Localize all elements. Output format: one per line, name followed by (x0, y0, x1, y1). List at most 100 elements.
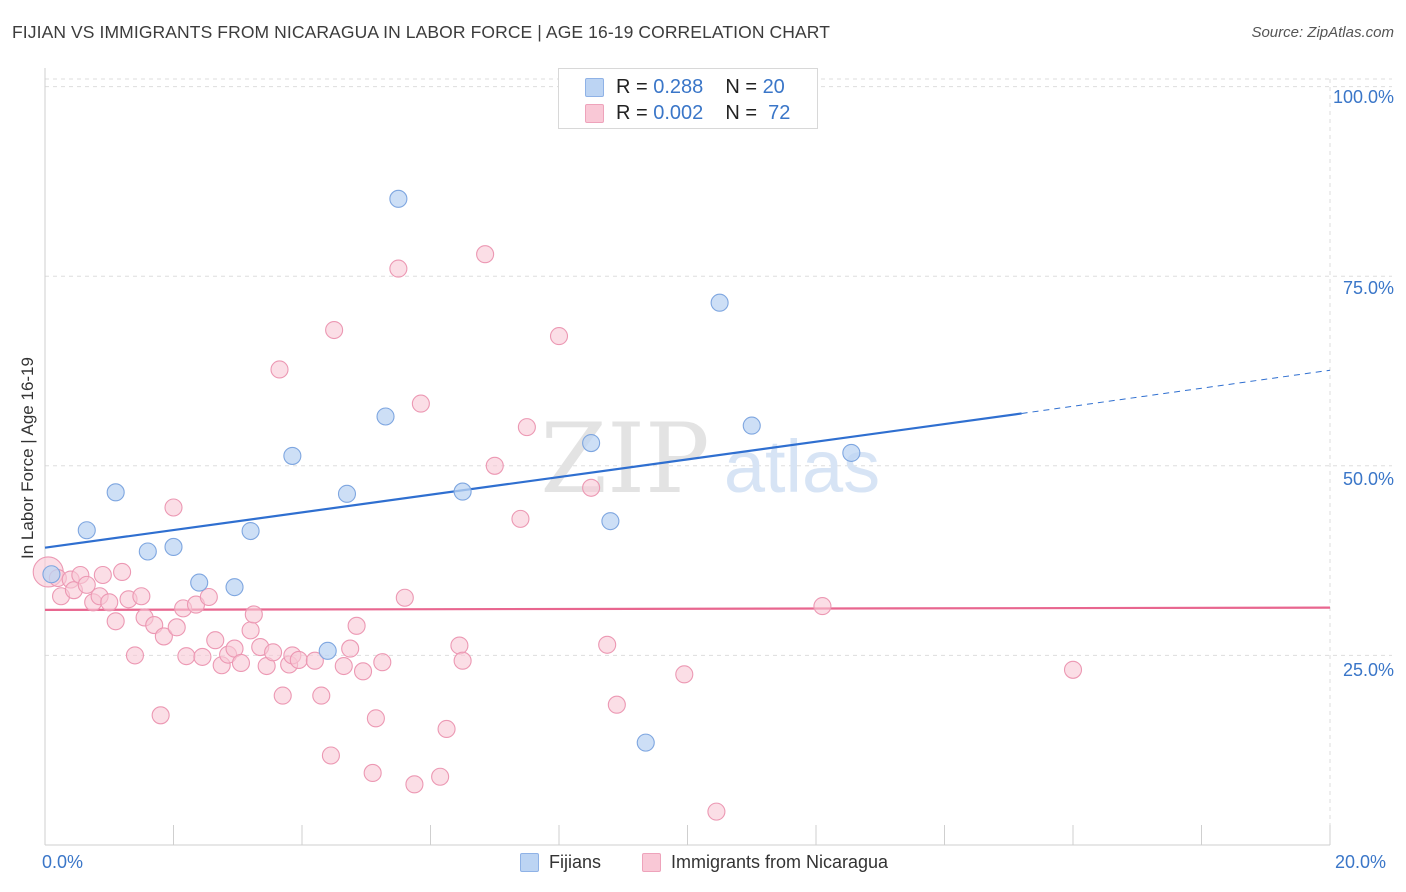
nicaragua-point (405, 775, 424, 794)
nicaragua-point (77, 575, 96, 594)
nicaragua-point (549, 327, 569, 346)
fijian-point (710, 293, 729, 312)
nicaragua-point (411, 394, 430, 413)
nicaragua-point (395, 588, 414, 607)
fijian-point (138, 542, 157, 561)
fijian-point (283, 446, 302, 465)
nicaragua-point (353, 662, 373, 681)
nicaragua-point (244, 605, 263, 624)
y-tick-label-75: 75.0% (1342, 278, 1394, 298)
correlation-legend: R = 0.288 N = 20 R = 0.002 N = 72 (558, 68, 818, 129)
r-label: R = (616, 75, 648, 98)
pink-swatch-icon (642, 853, 661, 872)
nicaragua-point (437, 719, 456, 739)
nicaragua-point (241, 621, 260, 640)
nicaragua-point (106, 612, 125, 631)
nicaragua-point (325, 320, 344, 340)
n-value: 20 (762, 75, 785, 98)
nicaragua-point (334, 656, 353, 676)
fijian-points (42, 189, 861, 752)
legend-item-fijians: Fijians (520, 852, 601, 873)
nicaragua-point (289, 650, 308, 669)
nicaragua-point (93, 565, 112, 585)
nicaragua-point (164, 498, 183, 517)
nicaragua-point (193, 647, 212, 666)
watermark-atlas: atlas (724, 425, 880, 508)
nicaragua-point (305, 651, 324, 670)
trendline-fijians (44, 412, 1022, 549)
nicaragua-point (450, 636, 469, 655)
nicaragua-point (511, 509, 530, 528)
nicaragua-point (132, 587, 151, 606)
nicaragua-point (485, 456, 504, 475)
nicaragua-point (813, 597, 832, 616)
legend-row-fijians: R = 0.288 N = 20 (585, 75, 785, 99)
nicaragua-point (707, 802, 726, 821)
nicaragua-point (476, 245, 495, 264)
nicaragua-point (167, 618, 186, 637)
chart-title: FIJIAN VS IMMIGRANTS FROM NICARAGUA IN L… (12, 22, 830, 42)
fijian-point (636, 733, 655, 752)
r-value: 0.002 (653, 101, 704, 124)
nicaragua-point (366, 709, 385, 728)
r-label: R = (616, 101, 648, 124)
fijian-point (164, 537, 183, 556)
fijian-point (582, 433, 601, 453)
nicaragua-point (347, 616, 366, 635)
nicaragua-point (113, 562, 132, 582)
nicaragua-point (125, 646, 144, 665)
nicaragua-point (341, 639, 360, 658)
legend-item-nicaragua: Immigrants from Nicaragua (642, 852, 888, 873)
watermark: ZIP atlas (540, 403, 880, 515)
nicaragua-point (206, 631, 225, 650)
r-value: 0.288 (653, 75, 704, 98)
nicaragua-point (363, 763, 382, 783)
fijian-point (241, 521, 260, 541)
nicaragua-point (151, 706, 170, 725)
n-value: 72 (768, 101, 791, 124)
nicaragua-point (517, 418, 536, 437)
nicaragua-point (675, 665, 694, 684)
grid-layer (45, 78, 1392, 845)
fijian-point (77, 521, 96, 540)
trendline-nicaragua (44, 606, 1331, 611)
nicaragua-point (582, 478, 601, 497)
legend-label-nicaragua: Immigrants from Nicaragua (671, 852, 889, 872)
x-tick-label-max: 20.0% (1335, 852, 1387, 872)
fijian-point (842, 443, 861, 462)
nicaragua-point (598, 635, 617, 654)
y-tick-label-25: 25.0% (1342, 660, 1394, 680)
y-tick-label-100: 100.0% (1332, 87, 1394, 107)
fijian-point (389, 189, 408, 208)
nicaragua-point (100, 593, 119, 612)
nicaragua-point (154, 627, 173, 646)
fijian-point (318, 641, 337, 660)
n-label: N = (725, 101, 757, 124)
y-tick-label-50: 50.0% (1342, 469, 1394, 489)
fijian-point (42, 565, 61, 584)
fijian-point (742, 416, 761, 435)
fijian-point (601, 512, 620, 531)
nicaragua-point (231, 653, 251, 673)
nicaragua-point (373, 653, 392, 672)
fijian-point (376, 407, 395, 426)
y-axis-label: In Labor Force | Age 16-19 (18, 357, 37, 559)
nicaragua-point (453, 651, 472, 670)
fijian-point (225, 578, 244, 597)
fijian-point (106, 483, 125, 502)
nicaragua-point (270, 360, 289, 379)
nicaragua-point (431, 767, 450, 786)
nicaragua-point (607, 695, 626, 714)
blue-swatch-icon (585, 77, 604, 97)
fijian-point (453, 482, 472, 501)
fijian-point (337, 484, 357, 503)
nicaragua-point (273, 686, 292, 705)
nicaragua-point (389, 259, 408, 278)
pink-swatch-icon (585, 103, 604, 123)
nicaragua-points (32, 245, 1083, 821)
legend-row-nicaragua: R = 0.002 N = 72 (585, 101, 790, 125)
nicaragua-point (1063, 660, 1083, 679)
nicaragua-point (177, 647, 196, 666)
axis-layer (44, 68, 1331, 846)
